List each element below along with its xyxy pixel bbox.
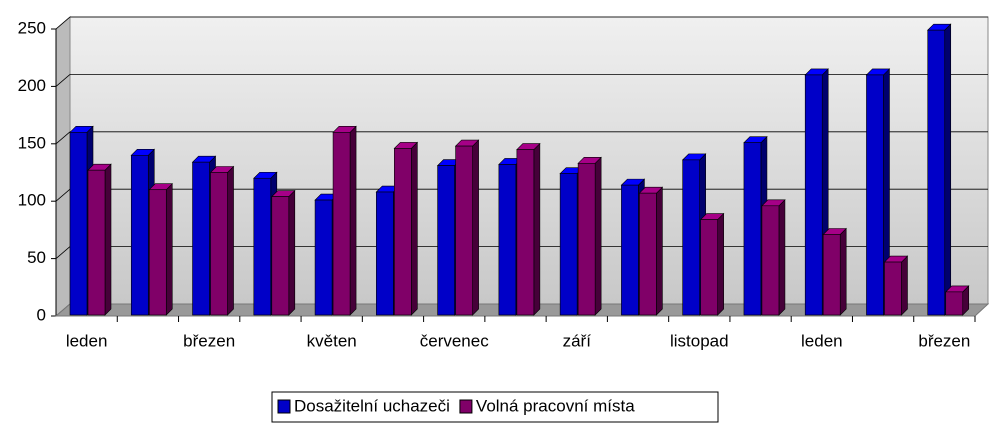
bar-side (533, 142, 541, 316)
grid-line (55, 188, 71, 202)
bar-side (288, 189, 296, 316)
bar (804, 74, 823, 316)
legend-label: Dosažitelní uchazeči (294, 396, 450, 415)
bar (822, 234, 841, 316)
bar-side (165, 182, 173, 316)
bar (866, 74, 884, 316)
legend-label: Volná pracovní místa (476, 396, 635, 415)
bar (314, 199, 333, 316)
grid-line (55, 131, 71, 145)
y-tick-label: 250 (18, 18, 46, 37)
side-wall (55, 15, 71, 318)
grid-line (55, 74, 71, 87)
bar (253, 177, 272, 316)
legend-swatch (277, 399, 291, 414)
bar (192, 161, 210, 316)
bar-side (411, 141, 418, 316)
bar-side (901, 255, 908, 316)
y-tick-label: 50 (27, 248, 46, 267)
bar (621, 184, 639, 316)
bar-side (717, 212, 724, 316)
bar (437, 165, 455, 316)
grid-line (55, 246, 71, 259)
x-tick-label: červenec (420, 331, 489, 350)
y-tick-label: 0 (37, 305, 46, 324)
bar (927, 29, 946, 316)
legend-swatch (459, 399, 473, 414)
bar (394, 148, 412, 316)
bar (376, 191, 394, 316)
bar-side (594, 156, 602, 316)
x-tick-label: březen (918, 331, 970, 350)
x-tick-label: leden (801, 331, 843, 350)
bar (639, 192, 657, 316)
bar-side (472, 139, 479, 316)
y-tick-label: 150 (18, 133, 46, 152)
bar-side (656, 186, 663, 316)
bar (700, 219, 718, 316)
bar (130, 154, 149, 316)
bar (455, 145, 473, 316)
legend (271, 391, 719, 423)
bar (743, 142, 762, 316)
y-tick-label: 200 (18, 76, 46, 95)
x-tick-label: listopad (670, 331, 729, 350)
bar (516, 149, 535, 316)
x-tick-label: září (563, 331, 592, 350)
bar (69, 132, 88, 316)
x-tick-label: březen (183, 331, 235, 350)
bar (884, 261, 902, 316)
bar (559, 173, 578, 316)
x-tick-label: květen (307, 331, 357, 350)
x-tick-label: leden (66, 331, 108, 350)
bar (87, 169, 106, 316)
bar-side (104, 163, 112, 316)
bar-side (944, 23, 952, 316)
bar (761, 205, 780, 316)
bar (498, 164, 517, 316)
bar-side (778, 199, 786, 316)
bar (577, 163, 596, 316)
bar (210, 172, 228, 316)
bar (945, 291, 964, 316)
bar-side (839, 227, 847, 316)
y-tick-label: 100 (18, 191, 46, 210)
bar (148, 189, 167, 316)
bar (682, 159, 700, 316)
bar (332, 132, 351, 316)
grid-line (55, 16, 71, 30)
bar-side (349, 125, 357, 316)
bar (271, 196, 290, 316)
bar-side (227, 165, 234, 316)
